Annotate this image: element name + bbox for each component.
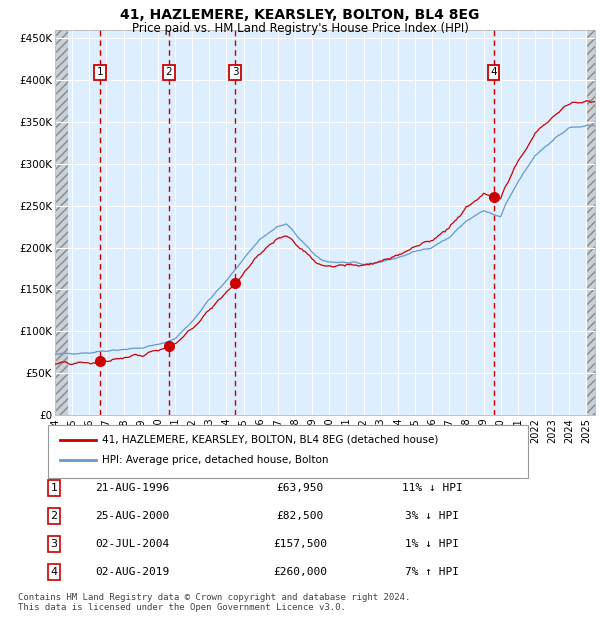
Text: 2: 2 [166, 68, 172, 78]
Text: Price paid vs. HM Land Registry's House Price Index (HPI): Price paid vs. HM Land Registry's House … [131, 22, 469, 35]
Text: 3: 3 [232, 68, 238, 78]
Text: 1: 1 [50, 483, 58, 493]
Text: £63,950: £63,950 [277, 483, 323, 493]
Text: 4: 4 [50, 567, 58, 577]
Text: 3: 3 [50, 539, 58, 549]
Text: 25-AUG-2000: 25-AUG-2000 [95, 511, 169, 521]
Text: 21-AUG-1996: 21-AUG-1996 [95, 483, 169, 493]
Text: £82,500: £82,500 [277, 511, 323, 521]
Text: 02-JUL-2004: 02-JUL-2004 [95, 539, 169, 549]
Text: 1% ↓ HPI: 1% ↓ HPI [405, 539, 459, 549]
Bar [586, 30, 595, 415]
Text: 41, HAZLEMERE, KEARSLEY, BOLTON, BL4 8EG (detached house): 41, HAZLEMERE, KEARSLEY, BOLTON, BL4 8EG… [102, 435, 439, 445]
Text: HPI: Average price, detached house, Bolton: HPI: Average price, detached house, Bolt… [102, 455, 329, 465]
Text: £260,000: £260,000 [273, 567, 327, 577]
Text: £157,500: £157,500 [273, 539, 327, 549]
Text: 02-AUG-2019: 02-AUG-2019 [95, 567, 169, 577]
Text: 1: 1 [97, 68, 104, 78]
Text: 2: 2 [50, 511, 58, 521]
Bar [55, 30, 68, 415]
Text: 11% ↓ HPI: 11% ↓ HPI [401, 483, 463, 493]
Text: 7% ↑ HPI: 7% ↑ HPI [405, 567, 459, 577]
Text: 41, HAZLEMERE, KEARSLEY, BOLTON, BL4 8EG: 41, HAZLEMERE, KEARSLEY, BOLTON, BL4 8EG [121, 8, 479, 22]
Text: 3% ↓ HPI: 3% ↓ HPI [405, 511, 459, 521]
Text: Contains HM Land Registry data © Crown copyright and database right 2024.
This d: Contains HM Land Registry data © Crown c… [18, 593, 410, 612]
Text: 4: 4 [490, 68, 497, 78]
